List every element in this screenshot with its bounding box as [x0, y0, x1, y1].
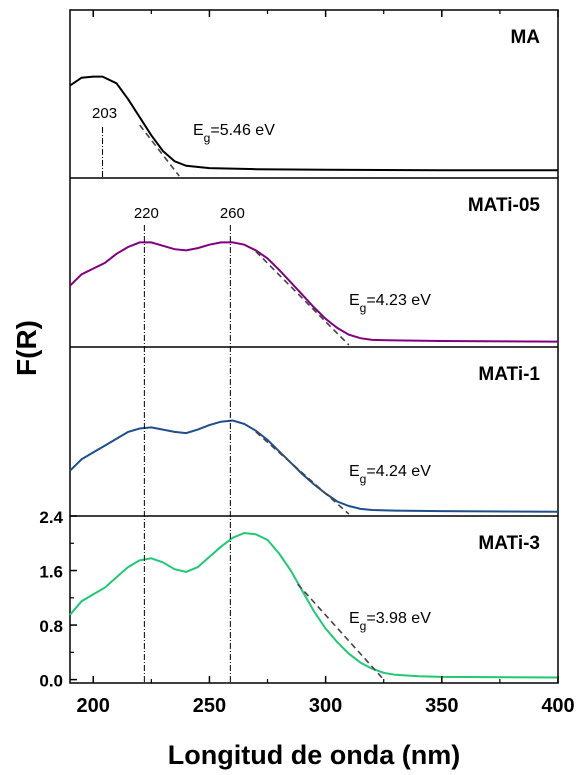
y-axis: 0.0 0.8 1.6 2.4	[39, 508, 77, 691]
series-line-ma	[69, 75, 558, 172]
x-tick-label-300: 300	[309, 695, 342, 717]
tangent-line-mati-05	[255, 250, 350, 346]
x-tick-label-200: 200	[77, 695, 110, 717]
panel-mati-1: MATi-1 Eg=4.24 eV	[69, 364, 559, 515]
y-tick-label-1.6: 1.6	[39, 563, 63, 582]
y-tick-label-2.4: 2.4	[39, 508, 63, 527]
panel-mati-3: MATi-3 Eg=3.98 eV	[69, 531, 559, 681]
series-line-mati-1	[69, 419, 559, 513]
x-tick-label-400: 400	[541, 695, 574, 717]
x-tick-label-350: 350	[425, 695, 458, 717]
panel-label-mati-05: MATi-05	[468, 195, 541, 216]
peak-label-220: 220	[134, 205, 159, 222]
band-gap-label-ma: Eg=5.46 eV	[193, 122, 275, 145]
peak-label-203: 203	[92, 105, 117, 122]
tangent-line-mati-1	[255, 431, 350, 515]
tangent-line-ma	[139, 124, 180, 177]
series-line-mati-3	[69, 531, 559, 679]
panel-ma: MA Eg=5.46 eV 203	[69, 27, 558, 177]
tangent-line-mati-3	[297, 583, 385, 681]
x-axis-title: Longitud de onda (nm)	[168, 740, 460, 770]
band-gap-label-mati-1: Eg=4.24 eV	[349, 463, 431, 486]
series-line-mati-05	[69, 241, 559, 343]
panel-label-mati-1: MATi-1	[478, 364, 540, 385]
peak-label-260: 260	[220, 205, 245, 222]
x-axis: 200 250 300 350 400	[77, 10, 575, 717]
y-axis-title: F(R)	[11, 320, 42, 376]
panel-label-ma: MA	[510, 27, 540, 48]
band-gap-label-mati-3: Eg=3.98 eV	[349, 610, 431, 633]
y-tick-label-0.0: 0.0	[39, 672, 63, 691]
panel-label-mati-3: MATi-3	[478, 533, 540, 554]
band-gap-label-mati-05: Eg=4.23 eV	[349, 292, 431, 315]
y-tick-label-0.8: 0.8	[39, 617, 63, 636]
x-tick-label-250: 250	[193, 695, 226, 717]
panel-mati-05: MATi-05 Eg=4.23 eV 220 260	[69, 195, 559, 346]
